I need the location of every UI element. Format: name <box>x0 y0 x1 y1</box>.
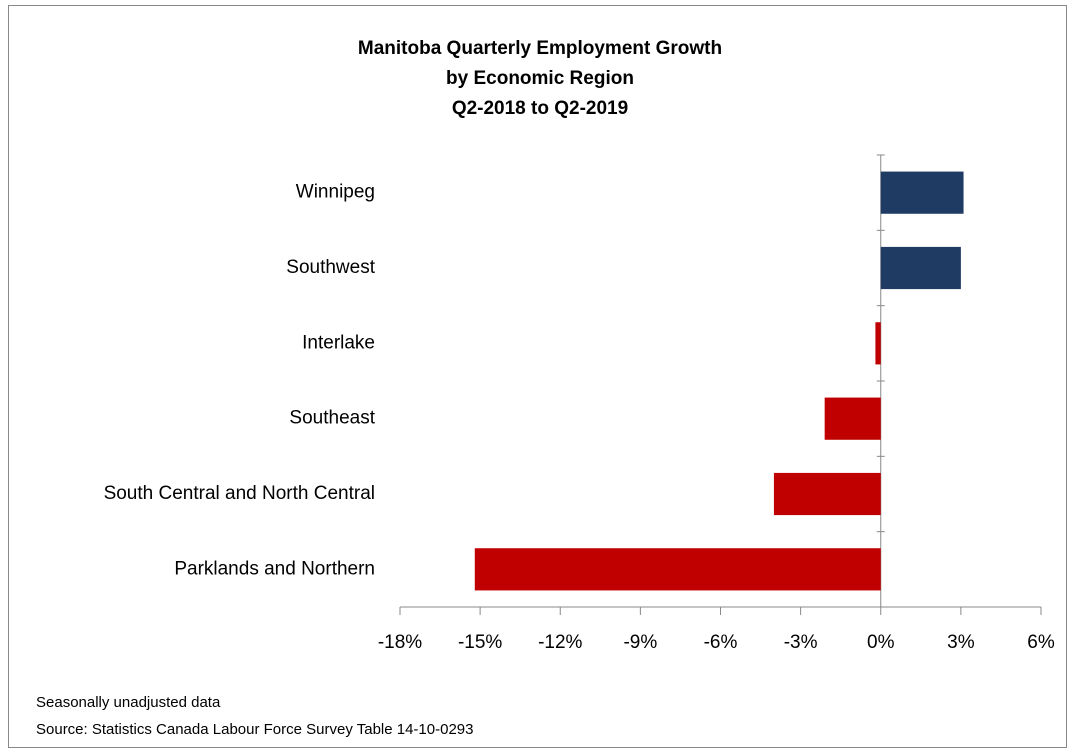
note: Source: Statistics Canada Labour Force S… <box>36 721 473 738</box>
bar <box>824 397 881 440</box>
y-tick-label: South Central and North Central <box>104 483 375 504</box>
chart-title: by Economic Region <box>446 68 634 89</box>
chart-title: Manitoba Quarterly Employment Growth <box>358 38 722 59</box>
x-tick-label: -6% <box>704 632 738 653</box>
y-tick-label: Southeast <box>289 408 375 429</box>
chart-title: Q2-2018 to Q2-2019 <box>452 98 628 119</box>
y-tick-label: Southwest <box>286 257 375 278</box>
y-tick-label: Parklands and Northern <box>174 558 375 579</box>
bar <box>880 171 964 214</box>
bar <box>880 246 961 290</box>
x-tick-label: -9% <box>623 632 657 653</box>
y-tick-label: Winnipeg <box>296 182 375 203</box>
chart-border <box>8 5 1067 748</box>
bar <box>875 322 881 365</box>
x-tick-label: 6% <box>1027 632 1055 653</box>
x-tick-label: -3% <box>784 632 818 653</box>
x-tick-label: -15% <box>458 632 502 653</box>
y-tick-label: Interlake <box>302 332 375 353</box>
x-tick-label: 0% <box>867 632 895 653</box>
x-tick-label: -12% <box>538 632 582 653</box>
bar <box>773 472 881 516</box>
x-tick-label: -18% <box>378 632 422 653</box>
note: Seasonally unadjusted data <box>36 694 221 711</box>
x-tick-label: 3% <box>947 632 975 653</box>
bar <box>474 548 881 591</box>
